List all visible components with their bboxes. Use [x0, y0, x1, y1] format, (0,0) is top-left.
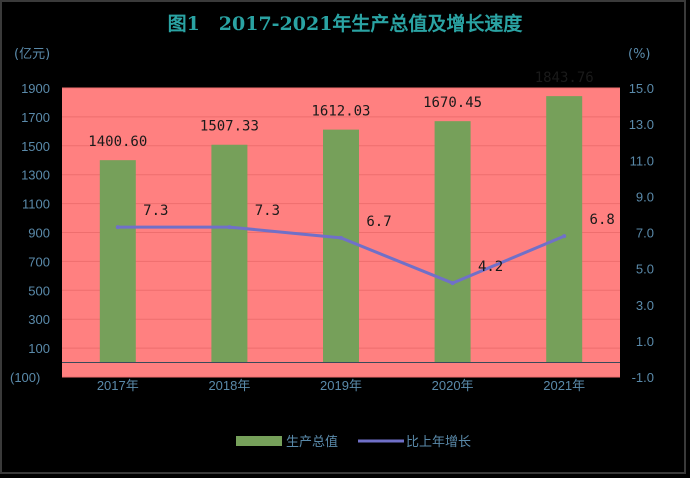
bar-value-label: 1612.03	[311, 104, 370, 120]
x-tick-label: 2021年	[543, 378, 585, 393]
x-tick-label: 2019年	[320, 378, 362, 393]
chart-title: 图1 2017-2021年生产总值及增长速度	[168, 12, 524, 35]
growth-point	[115, 225, 120, 230]
left-tick-label: 1500	[21, 139, 50, 154]
legend-label-line: 比上年增长	[406, 435, 471, 450]
growth-point	[562, 234, 567, 239]
line-series	[115, 225, 567, 286]
right-tick-label: -1.0	[632, 370, 654, 385]
x-tick-label: 2017年	[97, 378, 139, 393]
bar-value-label: 1843.76	[535, 70, 594, 86]
x-tick-label: 2020年	[432, 378, 474, 393]
growth-point	[227, 225, 232, 230]
bar	[546, 96, 583, 363]
right-tick-label: 7.0	[636, 226, 654, 241]
right-tick-label: 15.0	[629, 81, 654, 96]
bar	[434, 121, 471, 363]
data-labels: 1400.60 1507.33 1612.03 1670.45 1843.76 7.3 7.…	[88, 70, 615, 275]
legend: 生产总值 比上年增长	[236, 434, 471, 450]
right-axis-unit: (%)	[628, 47, 651, 62]
axis-tick-labels: 1900 1700 1500 1300 1100 900 700 500 300 100 (100)…	[10, 81, 654, 393]
growth-point	[339, 235, 343, 240]
right-tick-label: 11.0	[630, 153, 654, 168]
bar-value-label: 1400.60	[88, 134, 147, 150]
left-tick-label: 500	[28, 283, 50, 298]
left-tick-label: 700	[28, 254, 50, 269]
left-tick-label: 1300	[21, 168, 50, 183]
x-tick-label: 2018年	[208, 378, 250, 393]
bar	[323, 129, 359, 363]
left-tick-label: 1100	[22, 197, 50, 212]
growth-value-label: 7.3	[255, 203, 280, 219]
left-tick-label: 1900	[21, 81, 50, 96]
growth-value-label: 6.8	[590, 212, 615, 228]
bar-value-label: 1507.33	[200, 119, 259, 135]
bar-series	[99, 96, 583, 363]
legend-label-bar: 生产总值	[286, 434, 338, 450]
growth-point	[450, 281, 455, 286]
bar	[99, 160, 136, 363]
bar-value-label: 1670.45	[423, 95, 482, 111]
left-tick-label: 900	[28, 226, 50, 241]
bar	[211, 144, 248, 363]
growth-value-label: 7.3	[143, 203, 168, 219]
left-tick-label: 100	[28, 341, 50, 356]
right-tick-label: 1.0	[636, 334, 654, 349]
growth-value-label: 6.7	[366, 214, 391, 230]
right-tick-label: 5.0	[636, 262, 654, 277]
legend-swatch-bar	[236, 436, 282, 446]
left-tick-label: 300	[28, 312, 50, 327]
left-tick-label: 1700	[21, 110, 50, 125]
right-tick-label: 3.0	[636, 298, 654, 313]
left-axis-unit: (亿元)	[14, 47, 50, 62]
right-tick-label: 13.0	[629, 117, 654, 132]
growth-value-label: 4.2	[478, 259, 503, 275]
left-tick-label: (100)	[10, 370, 40, 385]
right-tick-label: 9.0	[636, 189, 654, 204]
